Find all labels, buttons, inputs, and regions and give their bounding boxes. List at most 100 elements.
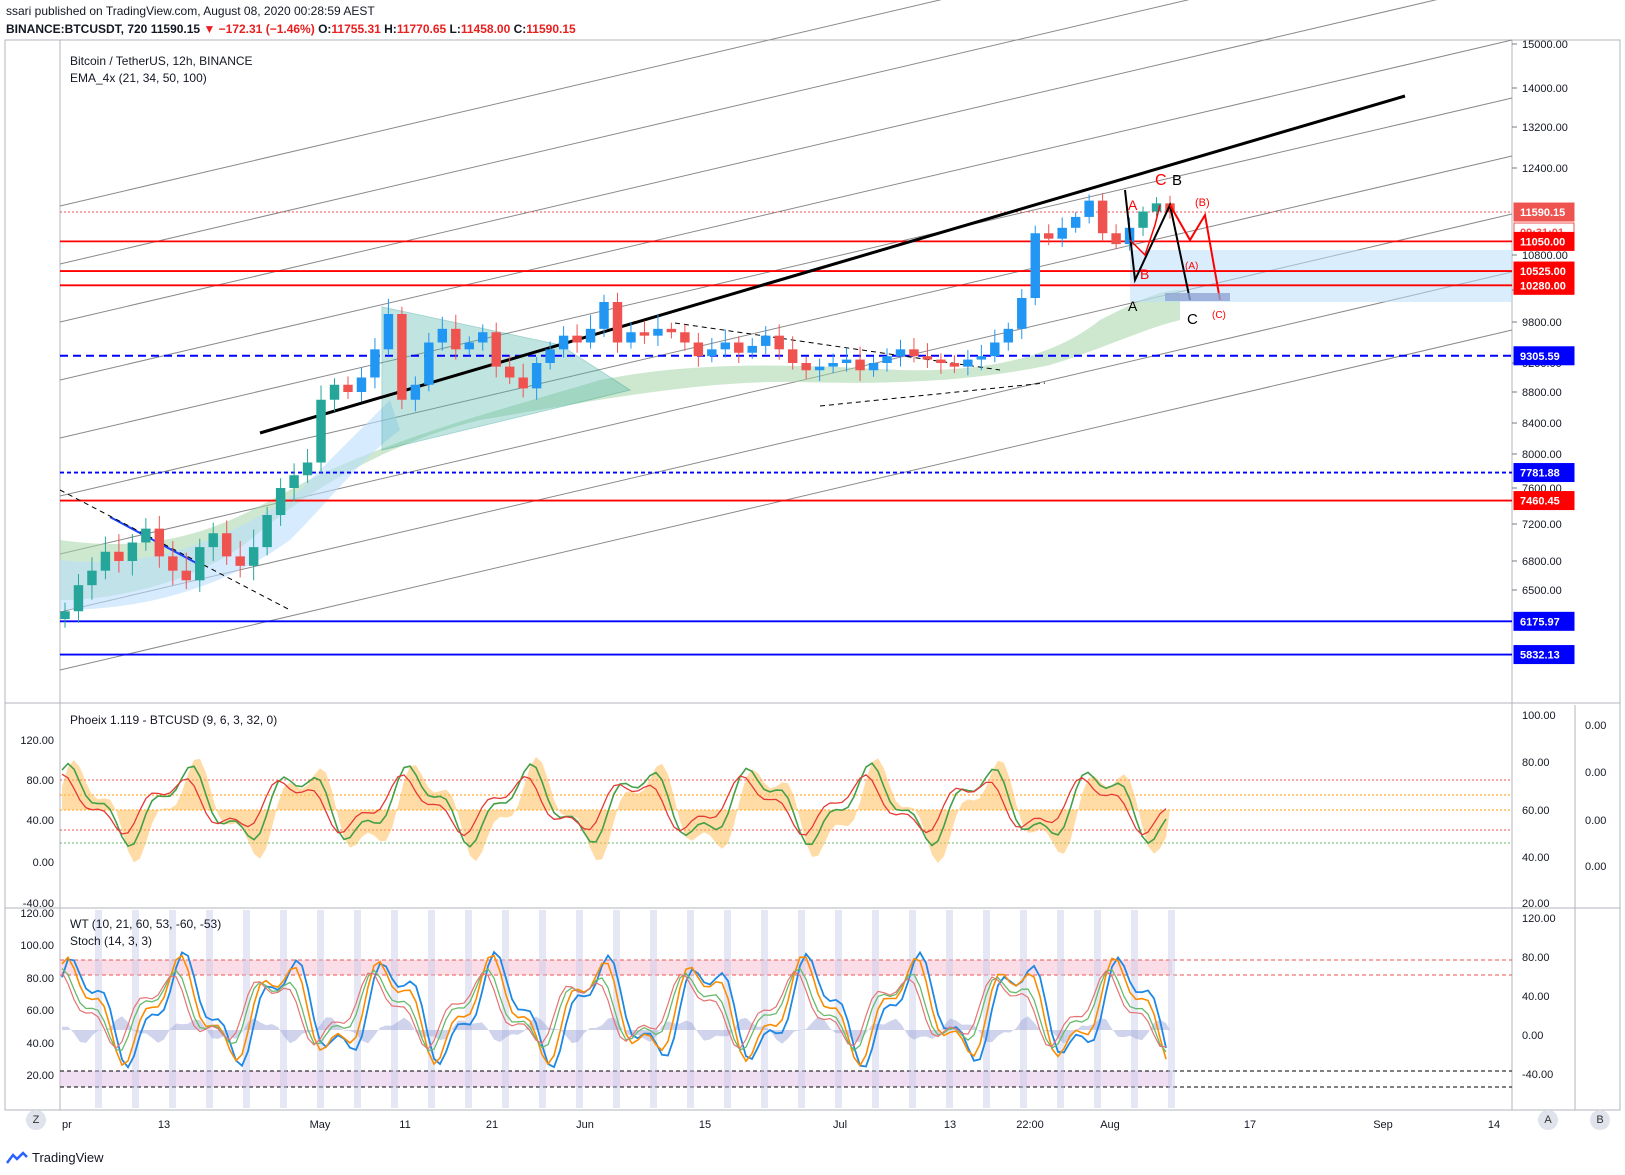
candle-body xyxy=(1084,200,1094,217)
osc2-left-tick: 40.00 xyxy=(26,1038,54,1050)
auto-scale-button[interactable]: A xyxy=(1538,1110,1558,1130)
candle-body xyxy=(235,556,245,566)
osc2-right-tick: 120.00 xyxy=(1522,913,1556,925)
osc1-right-tick: 80.00 xyxy=(1522,757,1550,769)
price-tag-label: 10280.00 xyxy=(1520,280,1566,292)
candle-body xyxy=(909,349,919,357)
candle-body xyxy=(329,384,340,400)
osc1-right-value: 0.00 xyxy=(1585,720,1606,732)
osc2-left-tick: 120.00 xyxy=(20,908,54,920)
axes-layer: 6500.006800.007200.007600.008000.008400.… xyxy=(20,39,1606,1131)
price-tag-label: 11590.15 xyxy=(1520,207,1565,219)
osc2-signal-bar xyxy=(687,910,694,1108)
candle-body xyxy=(504,366,515,378)
osc1-right-value: 0.00 xyxy=(1585,861,1606,873)
osc1-right-tick: 100.00 xyxy=(1522,710,1556,722)
osc2-signal-bar xyxy=(761,910,768,1108)
candle-body xyxy=(599,302,609,329)
ema-legend: EMA_4x (21, 34, 50, 100) xyxy=(70,71,207,85)
osc1-right-tick: 40.00 xyxy=(1522,852,1550,864)
o-value: 11755.31 xyxy=(331,22,381,36)
c-value: 11590.15 xyxy=(526,22,576,36)
price-tag-box xyxy=(1513,491,1575,511)
osc2-signal-bar xyxy=(1057,910,1064,1108)
main-price-pane[interactable]: AC B(B)B (A)AC (C) xyxy=(59,0,1513,671)
candle-body xyxy=(195,547,205,581)
osc2-signal-bar xyxy=(946,910,953,1108)
candle-body xyxy=(168,556,178,571)
time-tick-label: 21 xyxy=(486,1119,498,1131)
wave-label: C xyxy=(1155,172,1167,189)
main-trendline xyxy=(259,94,1406,435)
candle-body xyxy=(275,488,286,515)
candle-body xyxy=(828,363,838,367)
time-tick-label: 13 xyxy=(944,1119,956,1131)
wave-red xyxy=(1169,204,1221,301)
wave-label: (A) xyxy=(1185,261,1198,272)
osc2-signal-bar xyxy=(1020,910,1027,1108)
candle-body xyxy=(734,342,744,353)
candle-body xyxy=(478,332,488,343)
osc2-signal-bar xyxy=(576,910,583,1108)
osc2-signal-bar xyxy=(280,910,287,1108)
candle-body xyxy=(343,384,353,392)
osc2-oversold-band xyxy=(60,1071,1172,1087)
stoch-legend: Stoch (14, 3, 3) xyxy=(70,934,152,948)
price-tag-box xyxy=(1513,346,1575,366)
candle-body xyxy=(1097,200,1108,234)
osc2-signal-bar xyxy=(317,910,324,1108)
price-tick-label: 8400.00 xyxy=(1522,418,1562,430)
candle-body xyxy=(491,332,501,367)
candle-body xyxy=(1057,227,1067,239)
wave-label: (B) xyxy=(1195,197,1210,209)
wave-label: A xyxy=(1128,197,1138,213)
wave-label: B xyxy=(1140,266,1149,282)
candle-body xyxy=(181,570,191,581)
scale-b-button[interactable]: B xyxy=(1590,1110,1610,1130)
candle-body xyxy=(248,547,259,566)
candle-body xyxy=(356,377,367,392)
osc2-signal-bar xyxy=(428,910,435,1108)
osc2-signal-bar xyxy=(872,910,879,1108)
l-value: 11458.00 xyxy=(460,22,511,36)
wave-label: B xyxy=(1172,172,1182,189)
candle-body xyxy=(1003,328,1014,343)
candle-body xyxy=(801,363,811,371)
osc2-signal-bar xyxy=(391,910,398,1108)
osc2-signal-bar xyxy=(502,910,509,1108)
wave-label: (C) xyxy=(1212,310,1226,321)
tradingview-brand[interactable]: TradingView xyxy=(6,1150,104,1165)
price-tag-box xyxy=(1513,463,1575,483)
osc1-left-tick: 40.00 xyxy=(26,815,54,827)
osc2-signal-bar xyxy=(539,910,546,1108)
dashed-trendline xyxy=(59,489,291,611)
price-tag-label: 10525.00 xyxy=(1520,266,1566,278)
osc1-left-tick: 0.00 xyxy=(33,857,54,869)
price-tick-label: 8000.00 xyxy=(1522,449,1562,461)
price-tag-label: 7460.45 xyxy=(1520,496,1560,508)
candle-body xyxy=(572,335,582,343)
price-tag-box xyxy=(1513,645,1575,665)
phoeix-pane[interactable] xyxy=(60,757,1512,863)
time-tick-label: 17 xyxy=(1244,1119,1256,1131)
candle-body xyxy=(73,585,84,612)
channel-line xyxy=(59,155,1513,497)
candle-body xyxy=(302,462,313,476)
c-label: C: xyxy=(513,22,527,36)
candle-body xyxy=(60,611,70,619)
price-tag-box xyxy=(1513,231,1575,251)
wt-stoch-pane[interactable] xyxy=(60,910,1512,1108)
timezone-button[interactable]: Z xyxy=(26,1110,46,1130)
price-tag-label: 6175.97 xyxy=(1520,616,1560,628)
price-tick-label: 6500.00 xyxy=(1522,585,1562,597)
channel-line xyxy=(59,271,1513,613)
time-tick-label: 14 xyxy=(1488,1119,1500,1131)
candle-body xyxy=(855,359,865,371)
osc2-left-tick: 20.00 xyxy=(26,1070,54,1082)
publisher-line: ssari published on TradingView.com, Augu… xyxy=(6,4,375,18)
price-tag-label: 11050.00 xyxy=(1520,236,1565,248)
osc2-signal-bar xyxy=(206,910,213,1108)
osc2-signal-bar xyxy=(909,910,916,1108)
price-tag-label: 5832.13 xyxy=(1520,650,1560,662)
